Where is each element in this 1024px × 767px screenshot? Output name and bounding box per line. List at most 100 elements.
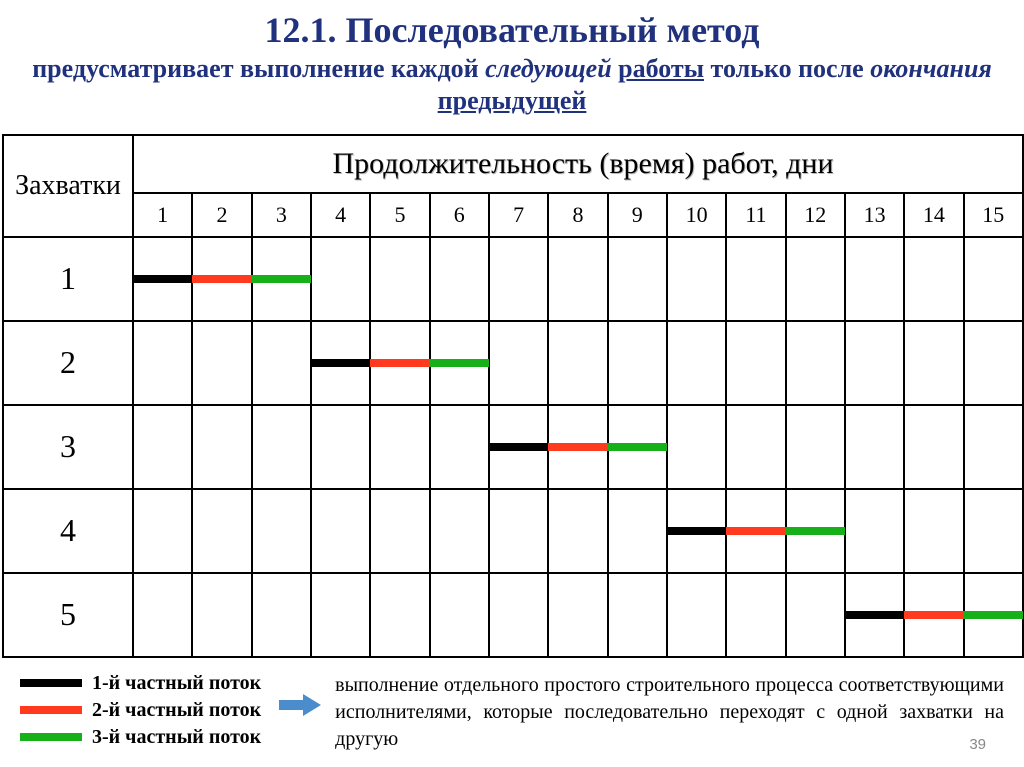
gantt-cell [311, 489, 370, 573]
gantt-cell [726, 321, 785, 405]
row-label: 3 [3, 405, 133, 489]
gantt-cell [667, 237, 726, 321]
gantt-cell [548, 405, 607, 489]
legend-swatch [20, 733, 82, 741]
gantt-cell [311, 405, 370, 489]
legend-swatch [20, 679, 82, 687]
gantt-cell [667, 573, 726, 657]
legend-item: 3-й частный поток [20, 726, 261, 749]
gantt-cell [370, 405, 429, 489]
gantt-cell [252, 237, 311, 321]
gantt-cell [904, 489, 963, 573]
subtitle-italic: следующей [485, 54, 612, 83]
gantt-cell [964, 237, 1023, 321]
gantt-cell [252, 321, 311, 405]
subtitle-underline: предыдущей [438, 86, 587, 115]
gantt-cell [608, 321, 667, 405]
legend-label: 2-й частный поток [92, 699, 261, 722]
gantt-cell [370, 237, 429, 321]
gantt-cell [192, 573, 251, 657]
gantt-cell [845, 405, 904, 489]
legend-label: 1-й частный поток [92, 672, 261, 695]
gantt-cell [964, 573, 1023, 657]
row-label: 5 [3, 573, 133, 657]
gantt-cell [370, 573, 429, 657]
gantt-cell [430, 489, 489, 573]
gantt-cell [608, 237, 667, 321]
gantt-cell [489, 405, 548, 489]
gantt-cell [608, 573, 667, 657]
gantt-cell [489, 489, 548, 573]
page-title: 12.1. Последовательный метод [30, 10, 994, 51]
header-day: 8 [548, 193, 607, 237]
legend-swatch [20, 706, 82, 714]
gantt-cell [252, 405, 311, 489]
gantt-table: ЗахваткиПродолжительность (время) работ,… [2, 134, 1024, 658]
gantt-cell [311, 237, 370, 321]
gantt-cell [548, 321, 607, 405]
gantt-cell [430, 321, 489, 405]
gantt-cell [192, 237, 251, 321]
gantt-cell [252, 489, 311, 573]
gantt-cell [133, 321, 192, 405]
page-number: 39 [969, 736, 986, 753]
legend-item: 1-й частный поток [20, 672, 261, 695]
gantt-cell [489, 321, 548, 405]
gantt-cell [964, 405, 1023, 489]
legend-label: 3-й частный поток [92, 726, 261, 749]
gantt-cell [608, 405, 667, 489]
gantt-cell [904, 321, 963, 405]
subtitle-part: только после [704, 54, 870, 83]
gantt-cell [489, 237, 548, 321]
legend-description: выполнение отдельного простого строитель… [335, 672, 1004, 753]
gantt-cell [252, 573, 311, 657]
gantt-cell [964, 489, 1023, 573]
header-day: 15 [964, 193, 1023, 237]
gantt-bar-segment [370, 359, 429, 367]
header-day: 2 [192, 193, 251, 237]
row-label: 1 [3, 237, 133, 321]
header-day: 4 [311, 193, 370, 237]
gantt-cell [904, 573, 963, 657]
header-day: 6 [430, 193, 489, 237]
gantt-cell [786, 573, 845, 657]
row-label: 4 [3, 489, 133, 573]
header-day: 12 [786, 193, 845, 237]
gantt-bar-segment [252, 275, 311, 283]
row-label: 2 [3, 321, 133, 405]
header-day: 1 [133, 193, 192, 237]
gantt-cell [786, 321, 845, 405]
gantt-bar-segment [786, 527, 845, 535]
gantt-cell [845, 489, 904, 573]
gantt-cell [192, 405, 251, 489]
gantt-cell [667, 405, 726, 489]
gantt-cell [192, 489, 251, 573]
gantt-cell [845, 237, 904, 321]
gantt-cell [133, 573, 192, 657]
gantt-cell [311, 573, 370, 657]
header-day: 9 [608, 193, 667, 237]
gantt-cell [548, 489, 607, 573]
gantt-bar-segment [192, 275, 251, 283]
gantt-cell [311, 321, 370, 405]
header-zahvatki: Захватки [3, 135, 133, 237]
gantt-bar-segment [845, 611, 904, 619]
arrow-icon [279, 692, 321, 718]
gantt-cell [904, 405, 963, 489]
gantt-cell [192, 321, 251, 405]
gantt-cell [726, 573, 785, 657]
gantt-cell [133, 405, 192, 489]
legend-item: 2-й частный поток [20, 699, 261, 722]
gantt-cell [133, 489, 192, 573]
page-subtitle: предусматривает выполнение каждой следую… [30, 53, 994, 115]
gantt-bar-segment [430, 359, 489, 367]
gantt-bar-segment [726, 527, 785, 535]
header-day: 7 [489, 193, 548, 237]
legend: 1-й частный поток 2-й частный поток 3-й ча… [20, 672, 1004, 753]
subtitle-italic: окончания [870, 54, 992, 83]
header-day: 10 [667, 193, 726, 237]
legend-items: 1-й частный поток 2-й частный поток 3-й ча… [20, 672, 261, 749]
header: 12.1. Последовательный метод предусматри… [0, 0, 1024, 130]
gantt-bar-segment [548, 443, 607, 451]
gantt-cell [786, 489, 845, 573]
